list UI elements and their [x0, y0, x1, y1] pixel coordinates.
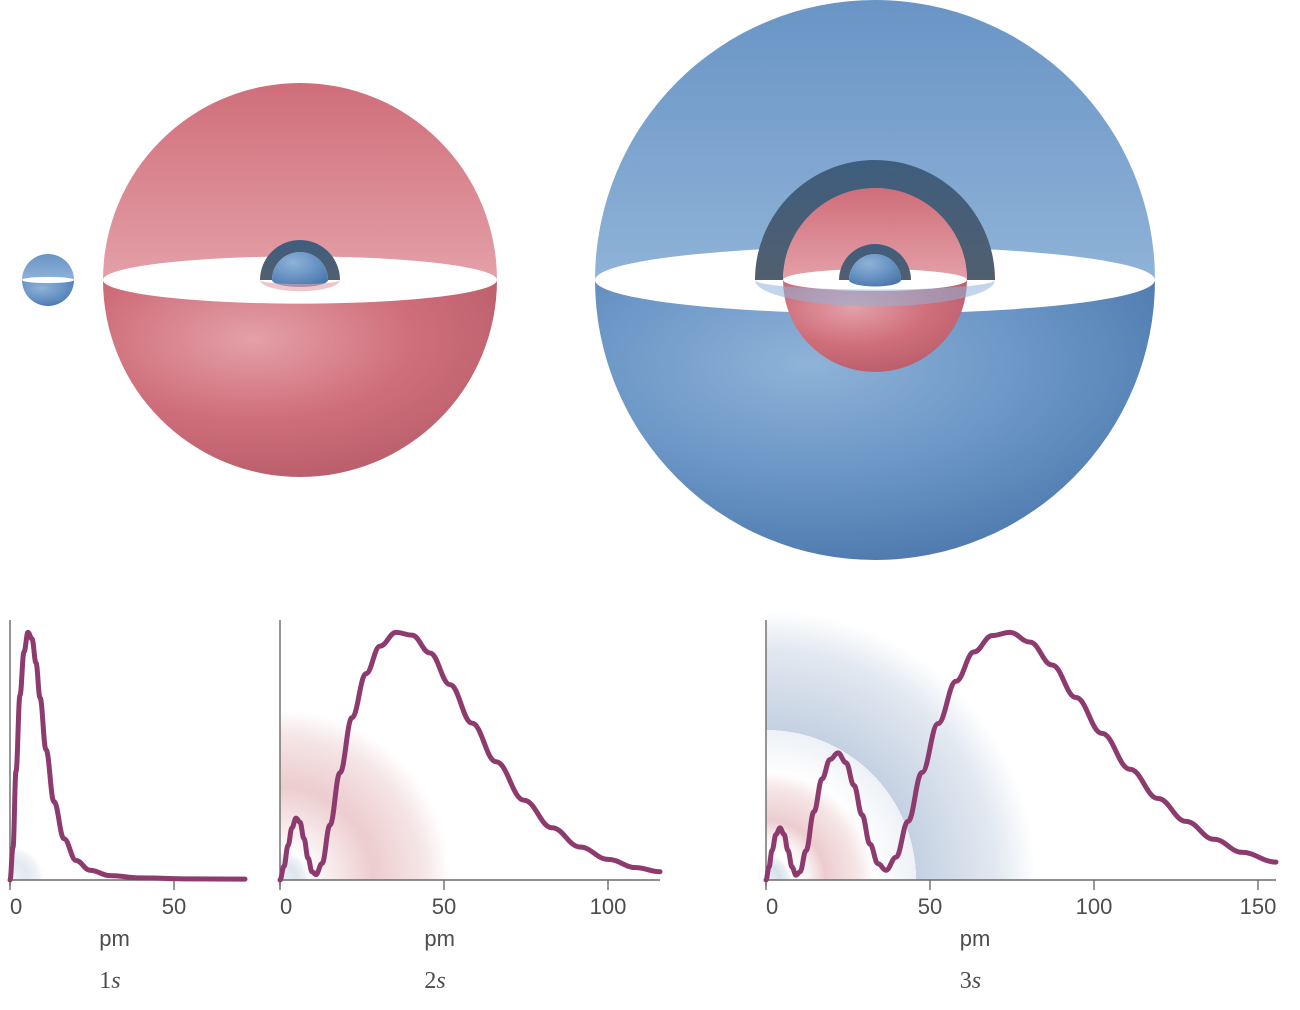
orbital-2s-sphere — [103, 0, 497, 477]
svg-text:50: 50 — [162, 894, 186, 919]
svg-text:100: 100 — [1076, 894, 1113, 919]
chart-3s: 0 50 100 150 pm 3s — [764, 610, 1276, 994]
axis-label: pm — [99, 926, 130, 951]
orbital-1s-sphere — [22, 241, 74, 306]
svg-text:0: 0 — [280, 894, 292, 919]
chart-1s: 0 50 pm 1s — [8, 620, 245, 994]
svg-text:150: 150 — [1240, 894, 1277, 919]
figure-svg: 0 50 pm 1s 0 50 100 pm 2s 0 50 100 150 pm 3s — [0, 0, 1300, 1010]
svg-text:100: 100 — [590, 894, 627, 919]
axis-label: pm — [960, 926, 991, 951]
orbital-label: 1s — [99, 968, 120, 994]
svg-text:50: 50 — [432, 894, 456, 919]
chart-2s: 0 50 100 pm 2s — [278, 620, 660, 994]
svg-text:50: 50 — [918, 894, 942, 919]
axis-label: pm — [424, 926, 455, 951]
orbital-label: 3s — [960, 968, 981, 994]
figure-root: 0 50 pm 1s 0 50 100 pm 2s 0 50 100 150 pm 3s — [0, 0, 1300, 1010]
svg-text:0: 0 — [10, 894, 22, 919]
orbital-label: 2s — [424, 968, 445, 994]
svg-text:0: 0 — [766, 894, 778, 919]
orbital-3s-sphere — [595, 0, 1155, 560]
